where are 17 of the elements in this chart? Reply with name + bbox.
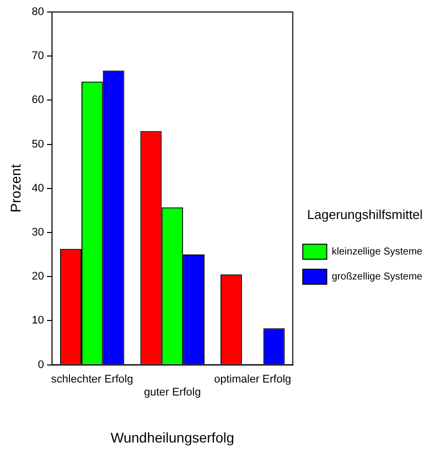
legend-title: Lagerungshilfsmittel (307, 206, 423, 222)
y-tick-label: 0 (38, 358, 44, 371)
y-tick-label: 80 (32, 6, 44, 18)
x-tick-label: optimaler Erfolg (214, 373, 292, 386)
legend-label: kleinzellige Systeme (332, 246, 423, 258)
y-tick-label: 20 (32, 270, 44, 283)
x-tick-label: guter Erfolg (144, 386, 201, 399)
y-tick-label: 60 (32, 94, 44, 106)
y-tick-label: 70 (32, 50, 44, 62)
x-axis-title: Wundheilungserfolg (110, 429, 234, 446)
y-tick-label: 50 (32, 138, 44, 150)
y-tick-label: 10 (32, 314, 44, 327)
y-axis-title: Prozent (7, 164, 24, 213)
legend-label: großzellige Systeme (332, 272, 423, 283)
y-tick-label: 30 (32, 226, 44, 239)
y-tick-label: 40 (32, 182, 44, 194)
x-tick-label: schlechter Erfolg (51, 373, 134, 386)
